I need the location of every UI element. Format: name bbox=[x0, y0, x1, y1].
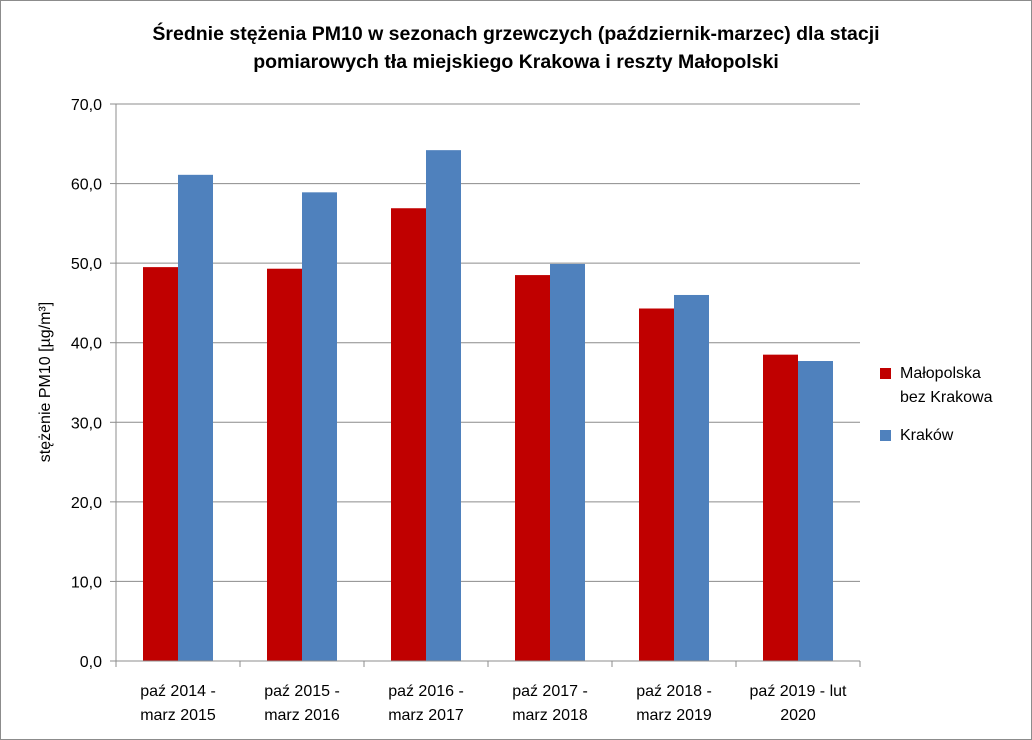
legend-swatch-krakow bbox=[880, 430, 891, 441]
y-tick-label: 30,0 bbox=[71, 415, 102, 432]
bar-krakow-3 bbox=[426, 150, 461, 661]
y-tick-label: 10,0 bbox=[71, 574, 102, 591]
y-tick-label: 40,0 bbox=[71, 336, 102, 353]
legend-label-malopolska-line-2: bez Krakowa bbox=[900, 389, 993, 406]
bars bbox=[143, 150, 833, 661]
x-tick-label: marz 2018 bbox=[512, 707, 588, 724]
x-tick-label: marz 2016 bbox=[264, 707, 340, 724]
bar-krakow-5 bbox=[674, 294, 709, 661]
bar-malopolska-4 bbox=[515, 275, 550, 661]
y-tick-label: 20,0 bbox=[71, 495, 102, 512]
bar-malopolska-5 bbox=[639, 308, 674, 661]
legend: Małopolska bez Krakowa Kraków bbox=[880, 362, 1030, 458]
legend-swatch-malopolska bbox=[880, 368, 891, 379]
chart-title-line-1: Średnie stężenia PM10 w sezonach grzewcz… bbox=[152, 23, 880, 45]
chart-title: Średnie stężenia PM10 w sezonach grzewcz… bbox=[0, 20, 1032, 76]
y-tick-label: 0,0 bbox=[80, 654, 102, 671]
gridlines bbox=[116, 103, 860, 662]
x-tick-label: paź 2014 - bbox=[140, 683, 216, 700]
bar-krakow-2 bbox=[302, 192, 337, 661]
x-tick-label: paź 2015 - bbox=[264, 683, 340, 700]
x-tick-label: paź 2019 - lut bbox=[750, 683, 848, 700]
y-axis-label: stężenie PM10 [µg/m³] bbox=[37, 302, 54, 462]
legend-item-krakow: Kraków bbox=[880, 424, 1030, 448]
legend-label-krakow: Kraków bbox=[900, 427, 954, 444]
x-tick-label: 2020 bbox=[780, 707, 816, 724]
bar-krakow-6 bbox=[798, 361, 833, 661]
bar-krakow-1 bbox=[178, 174, 213, 661]
x-tick-label: marz 2019 bbox=[636, 707, 712, 724]
y-tick-label: 50,0 bbox=[71, 256, 102, 273]
x-tick-label: paź 2016 - bbox=[388, 683, 464, 700]
legend-label-malopolska-line-1: Małopolska bbox=[900, 365, 981, 382]
x-tick-label: paź 2018 - bbox=[636, 683, 712, 700]
x-tick-label: paź 2017 - bbox=[512, 683, 588, 700]
x-tick-label: marz 2017 bbox=[388, 707, 464, 724]
chart-title-line-2: pomiarowych tła miejskiego Krakowa i res… bbox=[253, 51, 779, 73]
y-axis-ticks: 0,0 10,0 20,0 30,0 40,0 50,0 60,0 70,0 bbox=[71, 97, 117, 671]
bar-malopolska-6 bbox=[763, 354, 798, 661]
x-tick-label: marz 2015 bbox=[140, 707, 216, 724]
bar-malopolska-3 bbox=[391, 208, 426, 661]
bar-malopolska-1 bbox=[143, 267, 178, 661]
bar-malopolska-2 bbox=[267, 268, 302, 661]
legend-item-malopolska: Małopolska bez Krakowa bbox=[880, 362, 1030, 410]
x-axis-ticks: paź 2014 - marz 2015 paź 2015 - marz 2016 pa… bbox=[115, 660, 861, 724]
bar-krakow-4 bbox=[550, 263, 585, 661]
y-tick-label: 60,0 bbox=[71, 177, 102, 194]
y-tick-label: 70,0 bbox=[71, 97, 102, 114]
